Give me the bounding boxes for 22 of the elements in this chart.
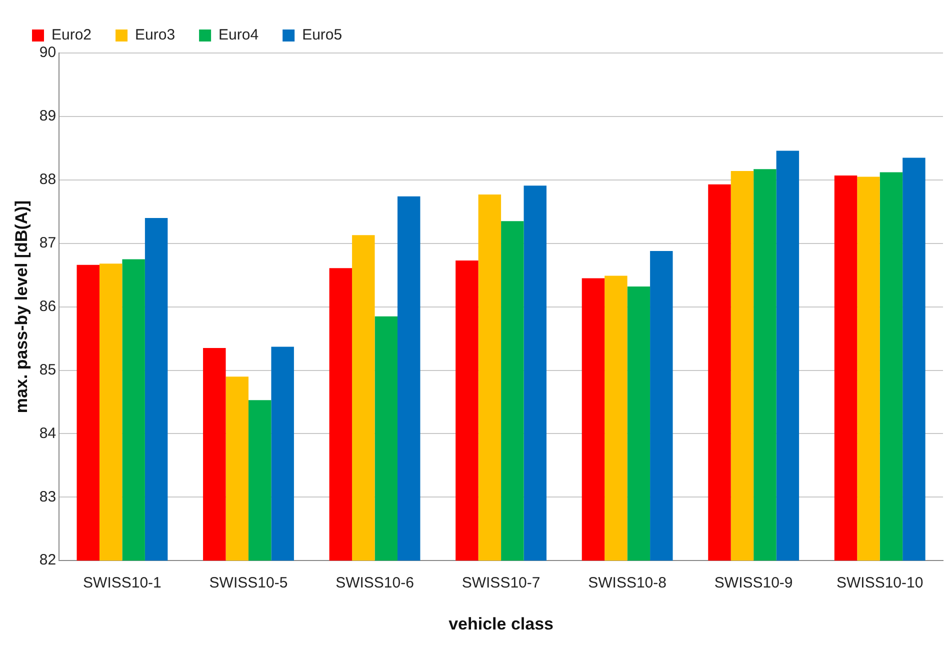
y-tick-label: 82 [39, 552, 56, 569]
y-tick-label: 84 [39, 424, 56, 442]
legend-label: Euro4 [218, 26, 259, 44]
x-tick-label: SWISS10-7 [462, 574, 540, 592]
x-tick-label: SWISS10-10 [836, 574, 924, 592]
legend-label: Euro5 [302, 26, 342, 44]
x-tick-label: SWISS10-9 [714, 574, 793, 592]
y-tick-label: 88 [39, 171, 56, 188]
x-tick-label: SWISS10-8 [588, 574, 667, 592]
x-tick-label: SWISS10-1 [83, 574, 162, 592]
y-tick-label: 86 [39, 298, 56, 315]
y-tick-label: 83 [39, 488, 56, 506]
legend-label: Euro2 [52, 26, 92, 44]
x-axis-title: vehicle class [448, 614, 554, 634]
legend-label: Euro3 [135, 26, 176, 44]
x-tick-label: SWISS10-5 [209, 574, 288, 592]
y-tick-label: 89 [39, 108, 56, 125]
y-axis-title: max. pass-by level [dB(A)] [12, 200, 31, 414]
y-tick-label: 90 [39, 44, 56, 62]
x-tick-label: SWISS10-6 [336, 574, 414, 592]
y-tick-label: 85 [39, 361, 56, 378]
y-tick-label: 87 [39, 234, 56, 252]
